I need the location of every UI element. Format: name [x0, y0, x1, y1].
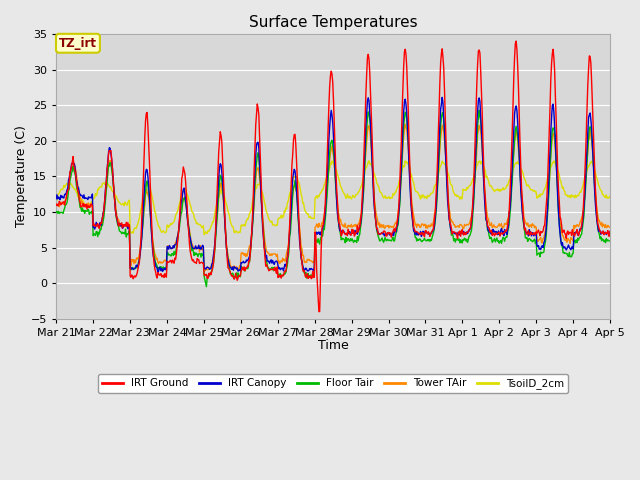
Title: Surface Temperatures: Surface Temperatures	[249, 15, 417, 30]
Text: TZ_irt: TZ_irt	[59, 37, 97, 50]
Legend: IRT Ground, IRT Canopy, Floor Tair, Tower TAir, TsoilD_2cm: IRT Ground, IRT Canopy, Floor Tair, Towe…	[98, 374, 568, 393]
X-axis label: Time: Time	[318, 339, 349, 352]
Y-axis label: Temperature (C): Temperature (C)	[15, 125, 28, 227]
